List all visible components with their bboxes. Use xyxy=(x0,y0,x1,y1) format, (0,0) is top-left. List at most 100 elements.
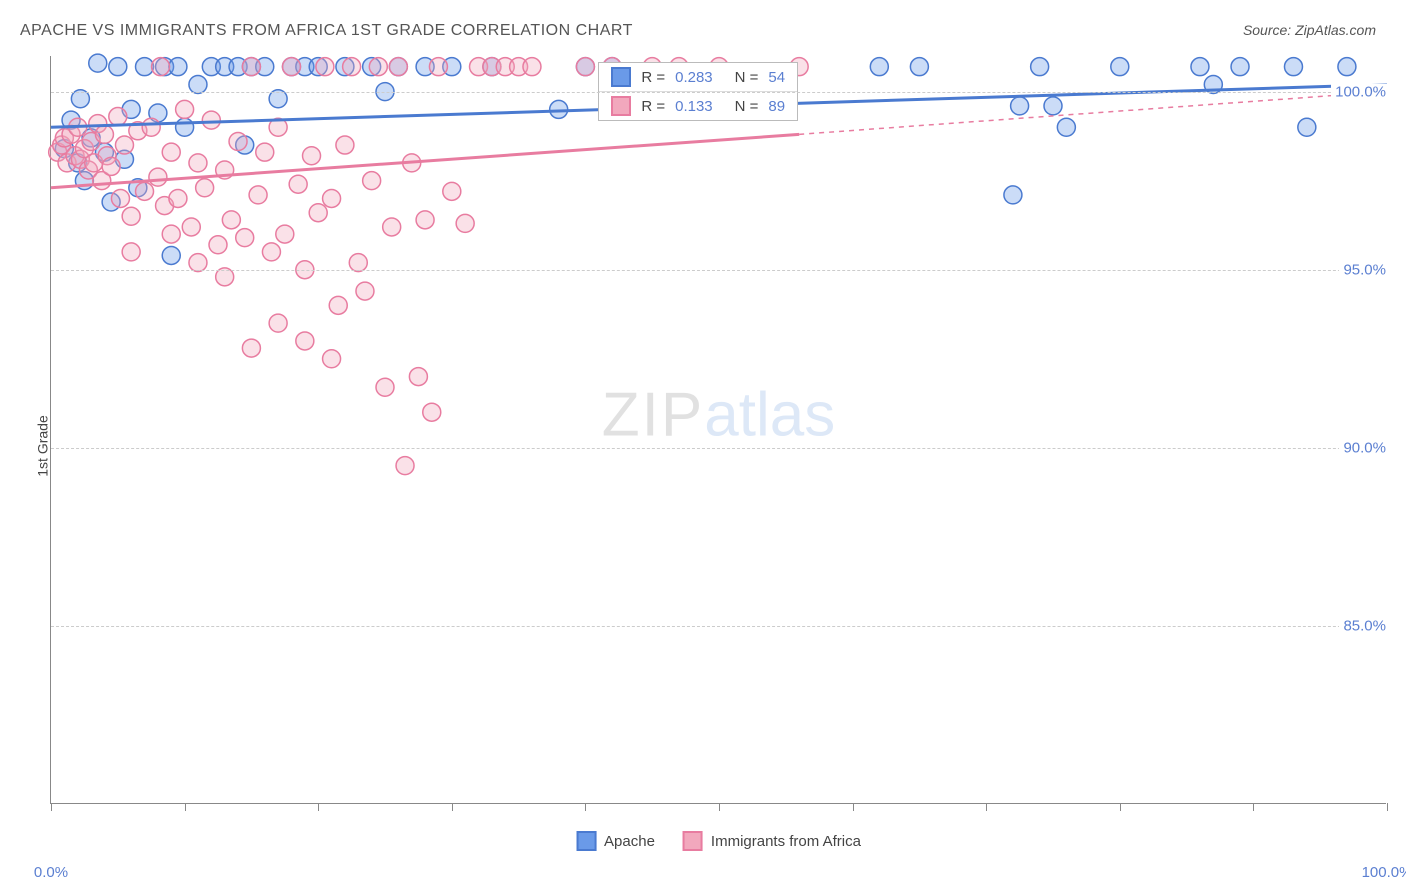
x-tick xyxy=(318,803,319,811)
data-point xyxy=(409,368,427,386)
data-point xyxy=(356,282,374,300)
chart-area: ZIPatlas R = 0.283N = 54R = 0.133N = 89 … xyxy=(50,56,1386,804)
data-point xyxy=(443,182,461,200)
data-point xyxy=(115,136,133,154)
data-point xyxy=(363,172,381,190)
data-point xyxy=(329,296,347,314)
data-point xyxy=(122,207,140,225)
x-tick xyxy=(853,803,854,811)
data-point xyxy=(176,118,194,136)
data-point xyxy=(343,58,361,76)
n-label: N = xyxy=(735,98,759,115)
data-point xyxy=(242,339,260,357)
x-tick xyxy=(1120,803,1121,811)
data-point xyxy=(303,147,321,165)
data-point xyxy=(262,243,280,261)
gridline xyxy=(51,626,1386,627)
x-tick xyxy=(585,803,586,811)
y-tick-label: 85.0% xyxy=(1339,617,1390,634)
x-tick-label: 100.0% xyxy=(1362,864,1406,881)
data-point xyxy=(336,136,354,154)
x-tick xyxy=(51,803,52,811)
legend-item: Immigrants from Africa xyxy=(683,831,861,851)
data-point xyxy=(376,378,394,396)
data-point xyxy=(196,179,214,197)
data-point xyxy=(1298,118,1316,136)
data-point xyxy=(369,58,387,76)
y-tick-label: 90.0% xyxy=(1339,439,1390,456)
r-label: R = xyxy=(641,69,665,86)
n-value: 89 xyxy=(768,98,785,115)
data-point xyxy=(111,189,129,207)
legend-swatch xyxy=(611,67,631,87)
x-tick xyxy=(1387,803,1388,811)
data-point xyxy=(209,236,227,254)
data-point xyxy=(1231,58,1249,76)
data-point xyxy=(229,132,247,150)
data-point xyxy=(176,100,194,118)
legend-swatch xyxy=(683,831,703,851)
legend-swatch xyxy=(576,831,596,851)
x-tick xyxy=(452,803,453,811)
data-point xyxy=(276,225,294,243)
data-point xyxy=(89,54,107,72)
x-tick xyxy=(185,803,186,811)
data-point xyxy=(323,189,341,207)
data-point xyxy=(523,58,541,76)
n-label: N = xyxy=(735,69,759,86)
data-point xyxy=(576,58,594,76)
data-point xyxy=(122,243,140,261)
legend-label: Immigrants from Africa xyxy=(711,833,861,850)
data-point xyxy=(162,143,180,161)
data-point xyxy=(136,182,154,200)
x-tick xyxy=(986,803,987,811)
data-point xyxy=(423,403,441,421)
gridline xyxy=(51,270,1386,271)
data-point xyxy=(309,204,327,222)
y-tick-label: 100.0% xyxy=(1331,83,1390,100)
data-point xyxy=(189,154,207,172)
data-point xyxy=(282,58,300,76)
gridline xyxy=(51,92,1386,93)
n-value: 54 xyxy=(768,69,785,86)
data-point xyxy=(152,58,170,76)
data-point xyxy=(383,218,401,236)
gridline xyxy=(51,448,1386,449)
r-label: R = xyxy=(641,98,665,115)
x-tick xyxy=(1253,803,1254,811)
data-point xyxy=(1057,118,1075,136)
data-point xyxy=(102,157,120,175)
trend-line xyxy=(51,134,799,187)
correlation-row: R = 0.283 N = 54 xyxy=(599,63,797,91)
data-point xyxy=(149,168,167,186)
legend-swatch xyxy=(611,96,631,116)
legend-label: Apache xyxy=(604,833,655,850)
data-point xyxy=(109,58,127,76)
data-point xyxy=(910,58,928,76)
y-tick-label: 95.0% xyxy=(1339,261,1390,278)
data-point xyxy=(242,58,260,76)
data-point xyxy=(162,225,180,243)
x-tick-label: 0.0% xyxy=(34,864,68,881)
r-value: 0.283 xyxy=(675,69,713,86)
data-point xyxy=(1191,58,1209,76)
data-point xyxy=(389,58,407,76)
data-point xyxy=(109,108,127,126)
data-point xyxy=(1031,58,1049,76)
data-point xyxy=(396,457,414,475)
data-point xyxy=(256,143,274,161)
data-point xyxy=(316,58,334,76)
series-legend: Apache Immigrants from Africa xyxy=(576,831,861,851)
data-point xyxy=(1111,58,1129,76)
data-point xyxy=(222,211,240,229)
data-point xyxy=(1284,58,1302,76)
data-point xyxy=(169,58,187,76)
data-point xyxy=(169,189,187,207)
data-point xyxy=(249,186,267,204)
y-axis-label: 1st Grade xyxy=(35,415,51,476)
data-point xyxy=(95,125,113,143)
source-label: Source: ZipAtlas.com xyxy=(1243,22,1376,38)
chart-title: APACHE VS IMMIGRANTS FROM AFRICA 1ST GRA… xyxy=(20,22,633,40)
scatter-plot xyxy=(51,56,1386,803)
data-point xyxy=(416,211,434,229)
